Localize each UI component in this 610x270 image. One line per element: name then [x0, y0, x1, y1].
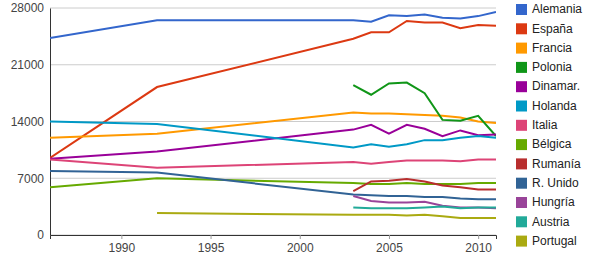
series-line [157, 213, 496, 218]
x-tick-mark [478, 235, 479, 239]
legend-item: Holanda [516, 99, 577, 113]
legend-item: Polonia [516, 60, 572, 74]
legend-swatch [516, 139, 527, 150]
series-line [50, 160, 496, 168]
legend-item: Portugal [516, 234, 577, 248]
y-tick-label: 7000 [17, 172, 44, 186]
legend-label: Holanda [532, 99, 577, 113]
grid-line [50, 178, 496, 179]
legend-label: Austria [532, 215, 570, 229]
legend-item: Hungría [516, 195, 575, 209]
series-line [50, 122, 496, 148]
legend-label: España [532, 22, 573, 36]
legend-item: Francia [516, 41, 572, 55]
legend-swatch [516, 62, 527, 73]
y-tick-label: 0 [37, 228, 44, 242]
legend-label: R. Unido [532, 176, 579, 190]
series-line [353, 179, 496, 191]
y-tick: 0 [37, 228, 50, 242]
legend-label: Rumanía [532, 157, 581, 171]
series-line [50, 113, 496, 138]
legend-swatch [516, 101, 527, 112]
y-tick: 7000 [17, 172, 50, 186]
legend-swatch [516, 178, 527, 189]
grid [50, 8, 496, 235]
y-axis: 0 7000 14000 21000 28000 [11, 1, 51, 242]
x-tick-label: 1995 [198, 241, 225, 255]
x-tick-mark [211, 235, 212, 239]
x-axis-line [51, 236, 497, 240]
x-tick: 1990 [109, 235, 136, 255]
x-tick: 2005 [376, 235, 403, 255]
y-tick-label: 28000 [11, 1, 45, 15]
legend-label: Francia [532, 41, 572, 55]
legend-swatch [516, 216, 527, 227]
series-line [50, 171, 496, 199]
legend-item: Alemania [516, 2, 582, 16]
series-lines [50, 12, 496, 218]
legend-item: Bélgica [516, 137, 572, 151]
x-tick: 2010 [465, 235, 492, 255]
x-axis: 1990 1995 2000 2005 2010 [51, 235, 497, 255]
y-tick-label: 21000 [11, 58, 45, 72]
legend-item: R. Unido [516, 176, 579, 190]
legend-label: Dinamar. [532, 79, 580, 93]
legend-swatch [516, 236, 527, 247]
series-line [353, 196, 496, 208]
y-tick-label: 14000 [11, 115, 45, 129]
series-line [50, 125, 496, 159]
legend-item: Rumanía [516, 157, 581, 171]
x-tick: 2000 [287, 235, 314, 255]
legend-swatch [516, 43, 527, 54]
legend-item: Italia [516, 118, 558, 132]
x-tick-label: 2005 [376, 241, 403, 255]
legend-label: Bélgica [532, 137, 572, 151]
legend-label: Italia [532, 118, 558, 132]
x-tick-label: 1990 [109, 241, 136, 255]
legend-item: Austria [516, 215, 570, 229]
legend-label: Hungría [532, 195, 575, 209]
legend-swatch [516, 158, 527, 169]
legend-label: Alemania [532, 2, 582, 16]
x-tick-label: 2000 [287, 241, 314, 255]
x-tick-mark [121, 235, 122, 239]
legend: Alemania España Francia Polonia Dinamar. Hola… [516, 2, 582, 248]
legend-item: España [516, 22, 573, 36]
series-line [50, 21, 496, 158]
x-tick-mark [300, 235, 301, 239]
grid-line [50, 8, 496, 9]
series-line [50, 12, 496, 38]
legend-swatch [516, 197, 527, 208]
legend-item: Dinamar. [516, 79, 580, 93]
x-tick-mark [389, 235, 390, 239]
x-tick-label: 2010 [465, 241, 492, 255]
y-tick: 14000 [11, 115, 50, 129]
series-line [353, 207, 496, 209]
legend-swatch [516, 81, 527, 92]
chart: 0 7000 14000 21000 28000 1990 1995 2000 2005 2010… [0, 0, 610, 270]
legend-swatch [516, 4, 527, 15]
legend-swatch [516, 120, 527, 131]
y-tick: 21000 [11, 58, 50, 72]
x-tick: 1995 [198, 235, 225, 255]
y-tick: 28000 [11, 1, 50, 15]
legend-label: Portugal [532, 234, 577, 248]
legend-swatch [516, 23, 527, 34]
grid-line [50, 64, 496, 65]
legend-label: Polonia [532, 60, 572, 74]
